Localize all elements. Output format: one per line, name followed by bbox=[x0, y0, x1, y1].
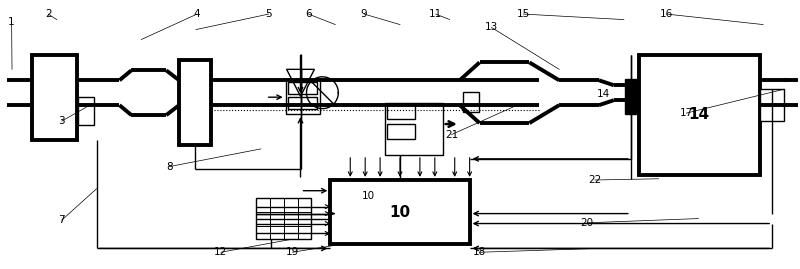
Text: 12: 12 bbox=[214, 247, 227, 257]
Text: 7: 7 bbox=[58, 215, 65, 225]
Text: 18: 18 bbox=[473, 247, 486, 257]
Bar bbox=[387, 104, 415, 119]
Text: 15: 15 bbox=[517, 9, 530, 19]
Bar bbox=[760, 89, 784, 121]
Text: 14: 14 bbox=[596, 89, 610, 99]
Bar bbox=[638, 55, 760, 175]
Text: 16: 16 bbox=[660, 9, 674, 19]
Text: 1: 1 bbox=[8, 17, 15, 27]
Text: 10: 10 bbox=[390, 205, 410, 220]
Text: 8: 8 bbox=[166, 162, 173, 172]
Text: 2: 2 bbox=[45, 9, 51, 19]
Bar bbox=[625, 79, 637, 114]
Text: 14: 14 bbox=[688, 107, 709, 122]
Text: 11: 11 bbox=[429, 9, 442, 19]
Bar bbox=[256, 198, 311, 239]
Text: 21: 21 bbox=[445, 129, 458, 140]
Bar bbox=[287, 97, 318, 109]
Bar bbox=[385, 103, 442, 155]
Text: 19: 19 bbox=[286, 247, 299, 257]
Text: 20: 20 bbox=[581, 218, 594, 228]
Text: 22: 22 bbox=[588, 175, 602, 185]
Bar bbox=[287, 82, 318, 94]
Bar bbox=[330, 180, 470, 245]
Text: 4: 4 bbox=[194, 9, 200, 19]
Bar bbox=[32, 55, 77, 140]
Bar bbox=[78, 97, 94, 125]
Text: 10: 10 bbox=[362, 191, 374, 201]
Text: 3: 3 bbox=[58, 116, 65, 126]
Bar bbox=[462, 92, 478, 112]
Bar bbox=[179, 60, 211, 145]
Text: 6: 6 bbox=[305, 9, 312, 19]
Text: 9: 9 bbox=[361, 9, 367, 19]
Bar bbox=[387, 124, 415, 139]
Text: 17: 17 bbox=[680, 108, 693, 118]
Text: 13: 13 bbox=[485, 22, 498, 33]
Text: 5: 5 bbox=[266, 9, 272, 19]
Bar bbox=[286, 79, 321, 114]
